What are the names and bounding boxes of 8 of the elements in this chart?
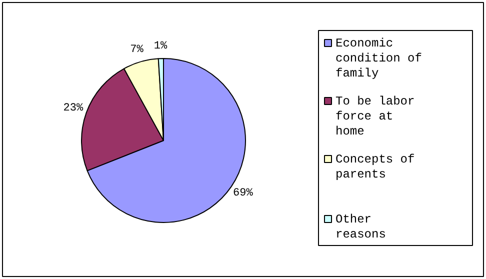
legend-label: Concepts of parents bbox=[336, 152, 415, 182]
data-label: 69% bbox=[233, 187, 254, 200]
data-label: 7% bbox=[130, 44, 144, 56]
legend-label: Other reasons bbox=[336, 212, 386, 242]
legend-label: To be labor force at home bbox=[336, 94, 415, 138]
data-label: 23% bbox=[63, 102, 84, 115]
legend-label: Economic condition of family bbox=[336, 36, 422, 80]
data-label: 1% bbox=[154, 40, 168, 53]
